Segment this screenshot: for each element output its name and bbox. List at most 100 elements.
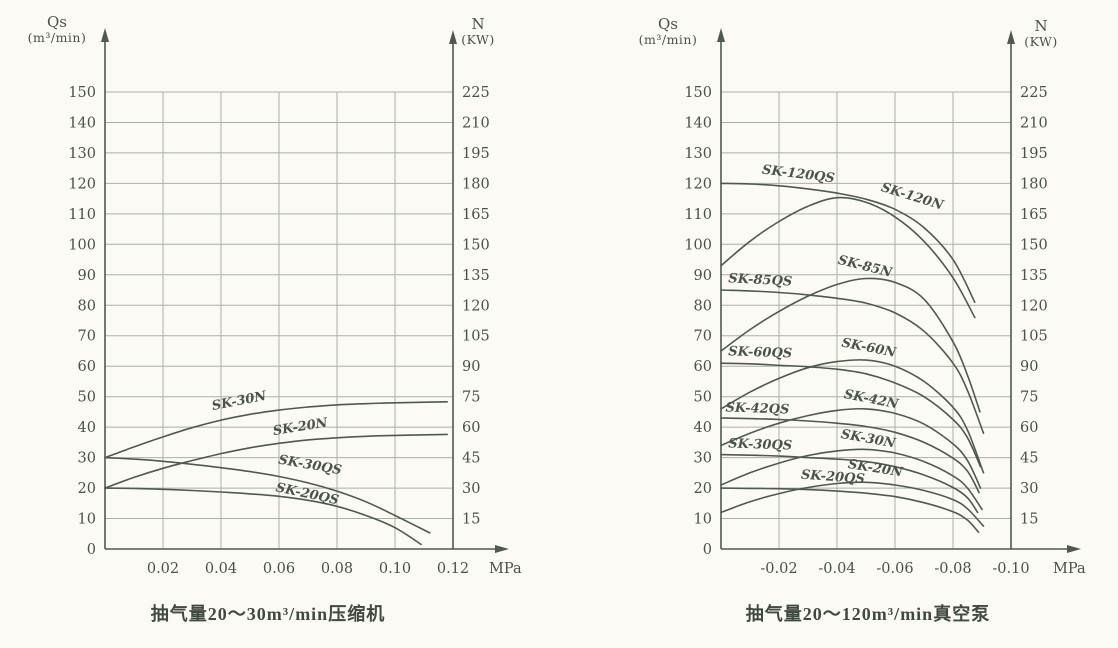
y-left-axis-arrow — [717, 28, 725, 42]
kw-tick-label-225: 225 — [1020, 85, 1048, 101]
kw-tick-label-90: 90 — [1020, 359, 1038, 375]
x-axis-unit-label: MPa — [1053, 561, 1086, 577]
curve-label-SK-42QS: SK-42QS — [725, 400, 789, 417]
curve-label-SK-85QS: SK-85QS — [728, 271, 793, 289]
kw-tick-label-165: 165 — [1020, 207, 1048, 223]
curve-SK-42QS — [720, 417, 980, 494]
kw-tick-label-90: 90 — [462, 359, 480, 375]
qs-tick-label-70: 70 — [78, 329, 96, 345]
n-axis-header: N (KW) — [995, 17, 1087, 50]
qs-tick-label-150: 150 — [68, 85, 96, 101]
curve-label-SK-120QS: SK-120QS — [761, 163, 835, 187]
x-axis-unit-label: MPa — [489, 561, 522, 577]
x-tick-label-0.10: 0.10 — [379, 561, 411, 577]
curve-label-SK-60QS: SK-60QS — [728, 344, 792, 361]
qs-tick-label-20: 20 — [78, 481, 96, 497]
curve-SK-30N — [720, 448, 983, 511]
y-left-axis-arrow — [101, 28, 109, 42]
qs-tick-label-150: 150 — [684, 85, 712, 101]
curve-SK-20QS — [104, 487, 422, 546]
curve-label-SK-85N: SK-85N — [836, 253, 894, 281]
kw-tick-label-180: 180 — [462, 176, 490, 192]
kw-tick-label-120: 120 — [462, 298, 490, 314]
x-axis-arrow — [1067, 545, 1081, 553]
y-right-axis-arrow — [1007, 30, 1015, 44]
kw-tick-label-210: 210 — [1020, 116, 1048, 132]
curve-SK-85QS — [720, 289, 985, 434]
curve-label-SK-20N: SK-20N — [272, 415, 330, 439]
qs-tick-label-60: 60 — [78, 359, 96, 375]
kw-tick-label-30: 30 — [1020, 481, 1038, 497]
x-tick-label--0.10: -0.10 — [992, 561, 1029, 577]
kw-tick-label-150: 150 — [462, 237, 490, 253]
n-axis-title: N — [1034, 17, 1048, 35]
curve-SK-20QS — [720, 487, 980, 533]
kw-tick-label-120: 120 — [1020, 298, 1048, 314]
qs-tick-label-10: 10 — [694, 512, 712, 528]
x-tick-label--0.04: -0.04 — [818, 561, 855, 577]
qs-tick-label-60: 60 — [694, 359, 712, 375]
qs-axis-header: Qs (m³/min) — [622, 15, 714, 48]
x-tick-label--0.02: -0.02 — [760, 561, 797, 577]
kw-tick-label-60: 60 — [462, 420, 480, 436]
qs-tick-label-80: 80 — [694, 298, 712, 314]
curve-SK-42N — [720, 407, 982, 489]
curve-SK-30N — [104, 401, 448, 459]
qs-tick-label-120: 120 — [68, 176, 96, 192]
x-tick-label-0.12: 0.12 — [437, 561, 469, 577]
qs-tick-label-140: 140 — [68, 116, 96, 132]
curve-label-SK-20QS: SK-20QS — [800, 468, 865, 487]
curve-label-SK-120N: SK-120N — [879, 180, 946, 213]
compressor-plot-group: 1501401301201101009080706050403020100225… — [68, 28, 522, 577]
qs-axis-unit: (m³/min) — [27, 30, 87, 46]
x-axis-arrow — [495, 545, 509, 553]
qs-tick-label-10: 10 — [78, 512, 96, 528]
curve-SK-30QS — [104, 456, 431, 534]
n-axis-title: N — [471, 15, 485, 33]
kw-tick-label-135: 135 — [462, 268, 490, 284]
n-axis-unit: (KW) — [461, 32, 495, 48]
qs-tick-label-80: 80 — [78, 298, 96, 314]
qs-axis-header: Qs (m³/min) — [11, 13, 103, 46]
kw-tick-label-165: 165 — [462, 207, 490, 223]
curve-SK-120QS — [720, 182, 976, 303]
kw-tick-label-225: 225 — [462, 85, 490, 101]
kw-tick-label-105: 105 — [462, 329, 490, 345]
kw-tick-label-195: 195 — [1020, 146, 1048, 162]
kw-tick-label-105: 105 — [1020, 329, 1048, 345]
qs-tick-label-0: 0 — [87, 542, 96, 558]
curve-SK-85N — [720, 277, 981, 413]
x-tick-label--0.08: -0.08 — [934, 561, 971, 577]
kw-tick-label-15: 15 — [462, 512, 480, 528]
qs-tick-label-20: 20 — [694, 481, 712, 497]
curve-SK-120N — [720, 196, 976, 319]
qs-axis-title: Qs — [47, 13, 67, 31]
kw-tick-label-195: 195 — [462, 146, 490, 162]
qs-tick-label-100: 100 — [68, 237, 96, 253]
qs-tick-label-40: 40 — [78, 420, 96, 436]
qs-axis-unit: (m³/min) — [638, 32, 698, 48]
y-right-axis-arrow — [449, 30, 457, 44]
qs-tick-label-30: 30 — [694, 451, 712, 467]
x-tick-label-0.04: 0.04 — [205, 561, 237, 577]
kw-tick-label-45: 45 — [462, 451, 480, 467]
vacuum-pump-plot-group: 1501401301201101009080706050403020100225… — [684, 28, 1086, 577]
x-tick-label--0.06: -0.06 — [876, 561, 913, 577]
qs-tick-label-50: 50 — [694, 390, 712, 406]
qs-tick-label-40: 40 — [694, 420, 712, 436]
qs-tick-label-0: 0 — [703, 542, 712, 558]
x-tick-label-0.08: 0.08 — [321, 561, 353, 577]
qs-tick-label-110: 110 — [68, 207, 96, 223]
curve-SK-60N — [720, 359, 985, 474]
kw-tick-label-210: 210 — [462, 116, 490, 132]
qs-axis-title: Qs — [658, 15, 678, 33]
qs-tick-label-120: 120 — [684, 176, 712, 192]
kw-tick-label-135: 135 — [1020, 268, 1048, 284]
kw-tick-label-150: 150 — [1020, 237, 1048, 253]
qs-tick-label-130: 130 — [68, 146, 96, 162]
qs-tick-label-100: 100 — [684, 237, 712, 253]
qs-tick-label-90: 90 — [78, 268, 96, 284]
kw-tick-label-30: 30 — [462, 481, 480, 497]
kw-tick-label-180: 180 — [1020, 176, 1048, 192]
